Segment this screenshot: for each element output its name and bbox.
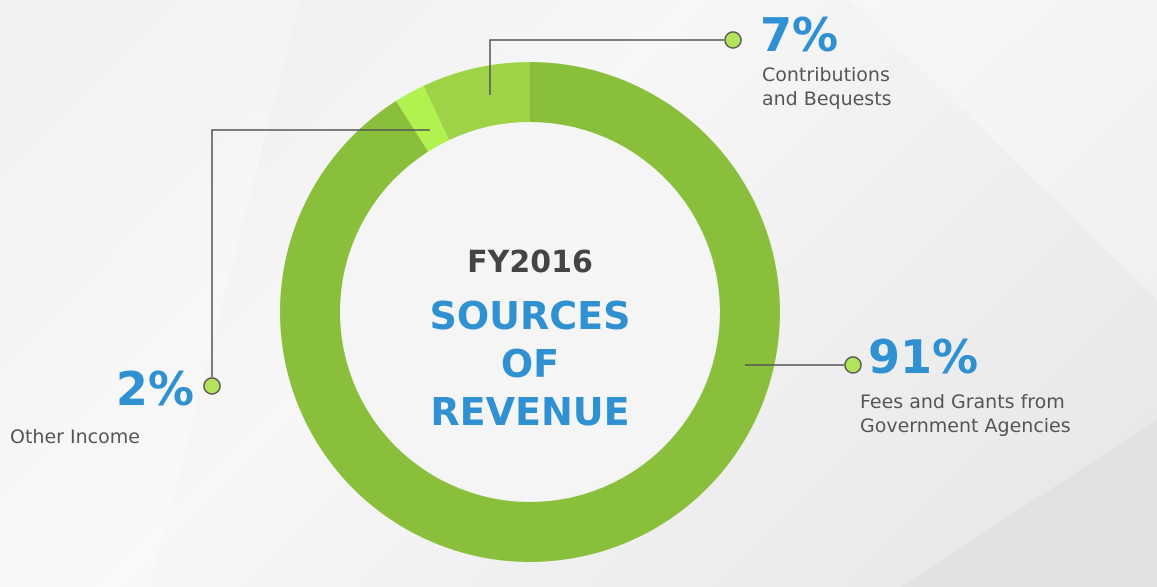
leader-lines: [211, 39, 844, 377]
background-facet: [850, 0, 1157, 300]
chart-title: SOURCES OF REVENUE: [429, 294, 631, 434]
value-label: 91%: [868, 330, 979, 384]
background-facet: [0, 0, 300, 587]
donut-segment: [423, 62, 530, 141]
leader-line: [489, 39, 724, 95]
category-label: Contributions and Bequests: [762, 64, 892, 110]
leader-dot: [844, 356, 862, 374]
donut: [280, 62, 781, 562]
donut-segment: [396, 85, 450, 152]
value-label: 2%: [115, 362, 194, 416]
category-label: Other Income: [10, 426, 140, 448]
leader-dot: [724, 31, 742, 49]
leader-dot: [203, 377, 221, 395]
chart-subtitle: FY2016: [467, 245, 593, 280]
leader-dots: [203, 31, 862, 395]
background-facet: [900, 420, 1157, 587]
value-label: 7%: [760, 8, 839, 62]
leader-line: [211, 129, 430, 377]
category-label: Fees and Grants from Government Agencies: [860, 391, 1071, 437]
donut-hole: [341, 123, 719, 501]
